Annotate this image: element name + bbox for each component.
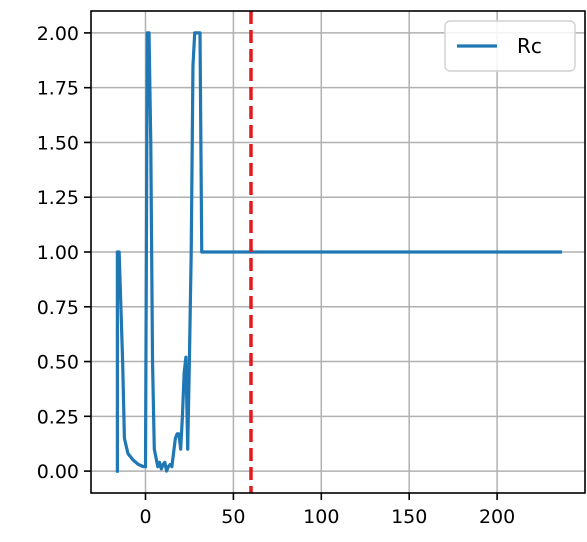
y-tick-label: 0.25	[37, 406, 79, 428]
x-axis: 0 50 100 150 200	[139, 493, 515, 528]
y-tick-label: 2.00	[37, 23, 79, 45]
y-tick-label: 1.75	[37, 78, 79, 100]
series-line-rc	[115, 31, 562, 473]
x-tick-label: 100	[303, 506, 339, 528]
y-tick-label: 0.50	[37, 352, 79, 374]
x-tick-label: 0	[139, 506, 151, 528]
y-tick-label: 0.75	[37, 297, 79, 319]
y-axis: 0.00 0.25 0.50 0.75 1.00 1.25 1.50 1.75 2.00	[37, 23, 91, 483]
y-tick-label: 1.50	[37, 132, 79, 154]
legend-box	[444, 20, 576, 72]
y-tick-label: 1.00	[37, 242, 79, 264]
x-tick-label: 150	[391, 506, 427, 528]
x-tick-label: 50	[221, 506, 245, 528]
y-tick-label: 1.25	[37, 187, 79, 209]
legend-label: Rc	[517, 34, 542, 58]
x-tick-label: 200	[479, 506, 515, 528]
y-tick-label: 0.00	[37, 461, 79, 483]
legend: Rc	[444, 20, 576, 72]
series-layer	[115, 31, 562, 473]
